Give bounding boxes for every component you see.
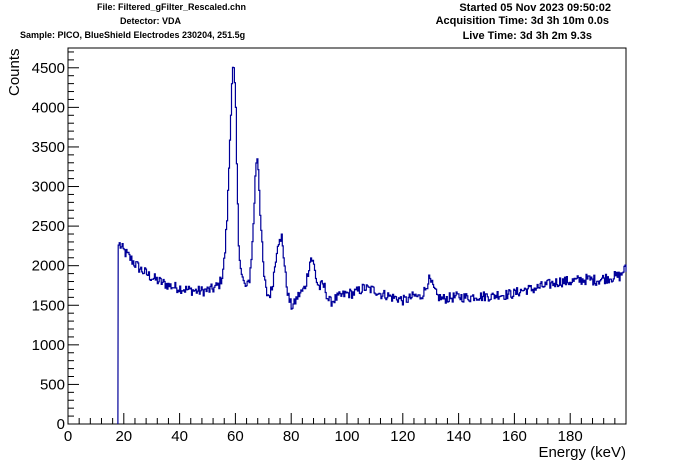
y-axis: 0 500 1000 1500 2000 2500 3000 3500 4000 4500 [32,51,79,433]
x-tick-label: 100 [334,428,359,445]
y-tick-label: 4000 [32,99,65,116]
y-tick-label: 3000 [32,179,65,196]
x-tick-label: 60 [227,428,244,445]
y-tick-label: 3500 [32,139,65,156]
y-tick-label: 2000 [32,258,65,275]
y-tick-label: 1500 [32,297,65,314]
y-tick-label: 500 [40,376,65,393]
x-tick-label: 0 [64,428,72,445]
spectrum-line [117,66,627,425]
x-tick-label: 80 [283,428,300,445]
y-tick-label: 2500 [32,218,65,235]
sample-label: Sample: PICO, BlueShield Electrodes 2302… [20,30,246,40]
acquisition-time-label: Acquisition Time: 3d 3h 10m 0.0s [435,15,609,27]
plot-frame [67,47,627,425]
x-tick-label: 120 [390,428,415,445]
x-tick-label: 180 [558,428,583,445]
y-tick-label: 0 [57,416,65,433]
x-axis: 0 20 40 60 80 100 120 140 160 180 [64,413,627,445]
y-tick-label: 4500 [32,60,65,77]
y-axis-title: Counts [6,48,23,96]
y-tick-label: 1000 [32,337,65,354]
x-tick-label: 40 [171,428,188,445]
x-tick-label: 20 [115,428,132,445]
x-tick-label: 140 [446,428,471,445]
live-time-label: Live Time: 3d 3h 2m 9.3s [462,30,592,42]
started-label: Started 05 Nov 2023 09:50:02 [459,2,611,14]
detector-label: Detector: VDA [120,16,182,26]
x-axis-title: Energy (keV) [538,444,626,461]
file-label: File: Filtered_gFilter_Rescaled.chn [97,2,247,12]
x-tick-label: 160 [502,428,527,445]
